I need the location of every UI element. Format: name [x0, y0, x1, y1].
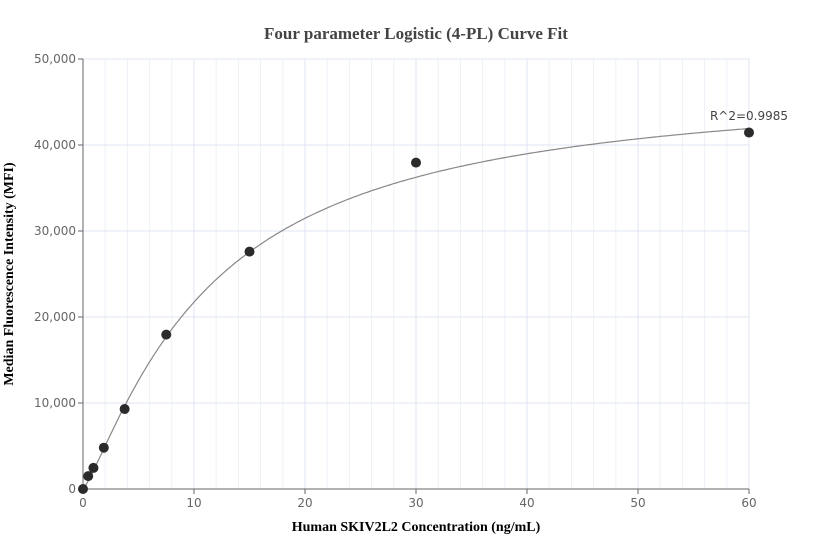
y-tick-label: 10,000: [34, 396, 76, 410]
grid: [83, 58, 750, 489]
x-ticks: 0 10 20 30 40 50 60: [79, 489, 757, 510]
chart-title: Four parameter Logistic (4-PL) Curve Fit: [264, 24, 568, 43]
data-point: [78, 484, 88, 494]
x-tick-label: 50: [630, 496, 645, 510]
x-tick-label: 40: [519, 496, 534, 510]
data-point: [411, 157, 421, 168]
y-tick-label: 30,000: [34, 224, 76, 238]
data-points: [78, 127, 754, 494]
data-point: [744, 127, 754, 138]
r-squared-annotation: R^2=0.9985: [710, 109, 788, 123]
y-tick-label: 50,000: [34, 52, 76, 66]
fit-curve: [82, 127, 750, 490]
y-axis-label: Median Fluorescence Intensity (MFI): [2, 162, 17, 386]
x-tick-label: 20: [297, 496, 312, 510]
x-tick-label: 30: [408, 496, 423, 510]
data-point: [88, 462, 99, 473]
data-point: [119, 404, 130, 415]
x-axis-label: Human SKIV2L2 Concentration (ng/mL): [292, 520, 541, 535]
y-ticks: 0 10,000 20,000 30,000 40,000 50,000: [34, 52, 83, 496]
x-tick-label: 10: [186, 496, 201, 510]
data-point: [244, 246, 255, 257]
y-tick-label: 0: [68, 482, 76, 496]
data-point: [83, 471, 94, 482]
y-tick-label: 20,000: [34, 310, 76, 324]
data-point: [98, 442, 109, 453]
data-point: [161, 329, 172, 340]
x-tick-label: 0: [79, 496, 87, 510]
y-tick-label: 40,000: [34, 138, 76, 152]
x-tick-label: 60: [741, 496, 756, 510]
